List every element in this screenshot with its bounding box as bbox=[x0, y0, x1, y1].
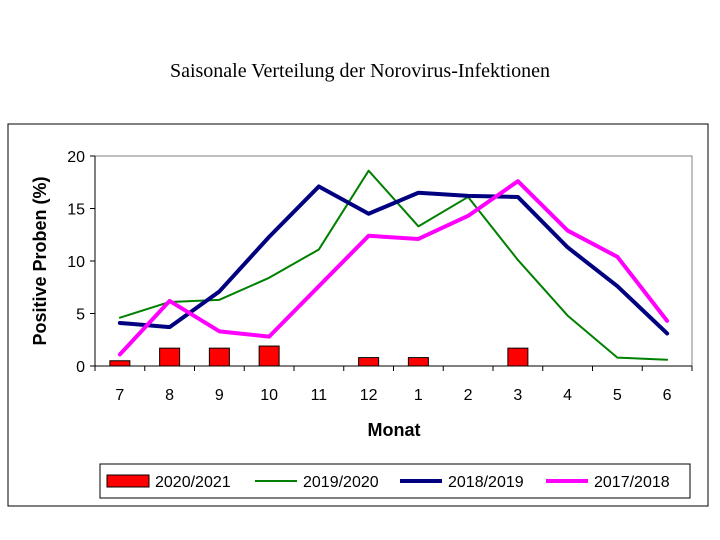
y-axis: 0 5 10 15 20 bbox=[67, 149, 96, 376]
plot-area bbox=[94, 155, 693, 367]
y-tick-label: 5 bbox=[76, 307, 85, 324]
line-series bbox=[117, 169, 670, 361]
legend-swatch-bar bbox=[106, 474, 150, 488]
y-tick-label: 20 bbox=[67, 149, 85, 166]
legend-item: 2018/2019 bbox=[400, 474, 524, 491]
bar-9 bbox=[208, 347, 230, 367]
bar-12 bbox=[358, 357, 380, 367]
x-axis-title: Monat bbox=[368, 420, 421, 440]
legend-label: 2017/2018 bbox=[594, 474, 670, 491]
bar-10 bbox=[258, 345, 280, 367]
legend-item: 2020/2021 bbox=[106, 474, 231, 491]
page-title: Saisonale Verteilung der Norovirus-Infek… bbox=[169, 60, 551, 82]
bar-1 bbox=[407, 357, 429, 367]
series-line-2019-2020 bbox=[118, 169, 669, 361]
x-axis: 7 8 9 10 11 12 1 2 3 4 5 6 bbox=[94, 365, 693, 404]
series-line-2017-2018 bbox=[117, 179, 670, 357]
x-tick-label: 11 bbox=[311, 387, 328, 404]
series-line-2018-2019 bbox=[117, 184, 670, 336]
legend-box bbox=[99, 463, 691, 499]
bar-7 bbox=[109, 360, 131, 367]
x-tick-label: 10 bbox=[260, 387, 278, 404]
legend-label: 2020/2021 bbox=[155, 474, 231, 491]
y-tick-label: 0 bbox=[76, 359, 85, 376]
x-tick-label: 2 bbox=[464, 387, 473, 404]
legend-item: 2017/2018 bbox=[546, 474, 670, 491]
x-tick-label: 3 bbox=[513, 387, 522, 404]
x-tick-label: 4 bbox=[563, 387, 572, 404]
x-tick-label: 12 bbox=[360, 387, 378, 404]
legend-item: 2019/2020 bbox=[255, 474, 379, 491]
legend-label: 2019/2020 bbox=[303, 474, 379, 491]
bar-3 bbox=[507, 347, 529, 367]
legend-label: 2018/2019 bbox=[448, 474, 524, 491]
bar-series bbox=[109, 345, 529, 367]
x-tick-label: 5 bbox=[613, 387, 622, 404]
y-axis-title: Positive Proben (%) bbox=[30, 176, 50, 345]
y-tick-label: 15 bbox=[67, 202, 85, 219]
legend: 2020/2021 2019/2020 2018/2019 2017/2018 bbox=[106, 474, 670, 491]
x-tick-label: 9 bbox=[215, 387, 224, 404]
bar-8 bbox=[159, 347, 181, 367]
x-tick-label: 8 bbox=[165, 387, 174, 404]
x-tick-label: 7 bbox=[115, 387, 124, 404]
y-tick-label: 10 bbox=[67, 254, 85, 271]
x-tick-label: 6 bbox=[663, 387, 672, 404]
x-tick-label: 1 bbox=[414, 387, 423, 404]
